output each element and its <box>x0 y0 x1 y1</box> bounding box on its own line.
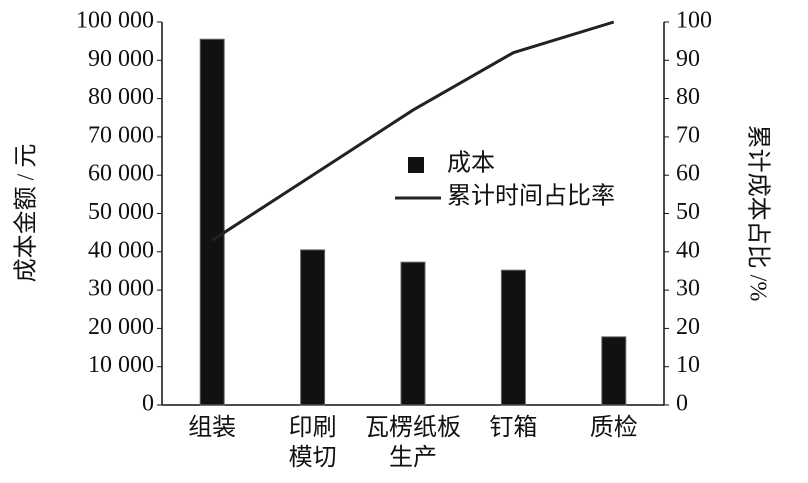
y2-tick-label: 30 <box>676 276 700 302</box>
y2-tick-label: 90 <box>676 46 700 72</box>
y2-tick-label: 0 <box>676 391 688 417</box>
y2-tick-label: 80 <box>676 84 700 110</box>
y-tick-label: 60 000 <box>88 161 154 187</box>
y-tick-label: 70 000 <box>88 122 154 148</box>
legend-label: 累计时间占比率 <box>447 183 615 210</box>
bar <box>400 261 426 406</box>
y-tick-label: 80 000 <box>88 84 154 110</box>
y-tick-label: 20 000 <box>88 314 154 340</box>
x-tick-label: 印刷模切 <box>289 414 337 471</box>
legend-marker <box>408 157 424 173</box>
y-tick-label: 0 <box>142 391 154 417</box>
y-tick-label: 10 000 <box>88 352 154 378</box>
y2-axis-label: 累计成本占比 /% <box>744 125 771 302</box>
y-tick-label: 100 000 <box>76 8 154 34</box>
y2-tick-label: 10 <box>676 352 700 378</box>
bar <box>500 269 526 406</box>
bar <box>300 249 326 406</box>
x-tick-label: 瓦楞纸板生产 <box>365 414 461 471</box>
y-axis-label: 成本金额 / 元 <box>13 144 40 283</box>
y2-tick-label: 100 <box>676 8 712 34</box>
line <box>211 20 615 242</box>
y-tick-label: 90 000 <box>88 46 154 72</box>
y-tick-label: 40 000 <box>88 237 154 263</box>
y2-tick-label: 20 <box>676 314 700 340</box>
y2-tick-label: 70 <box>676 122 700 148</box>
y-tick-label: 30 000 <box>88 276 154 302</box>
legend-label: 成本 <box>447 150 495 177</box>
y2-tick-label: 50 <box>676 199 700 225</box>
bar <box>601 336 627 406</box>
x-tick-label: 组装 <box>188 414 236 441</box>
y-tick-label: 50 000 <box>88 199 154 225</box>
bar <box>199 38 225 406</box>
x-tick-label: 质检 <box>590 414 638 441</box>
y2-tick-label: 60 <box>676 161 700 187</box>
x-tick-label: 钉箱 <box>489 414 537 441</box>
y2-tick-label: 40 <box>676 237 700 263</box>
